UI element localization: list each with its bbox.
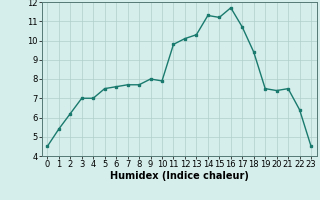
X-axis label: Humidex (Indice chaleur): Humidex (Indice chaleur): [110, 171, 249, 181]
